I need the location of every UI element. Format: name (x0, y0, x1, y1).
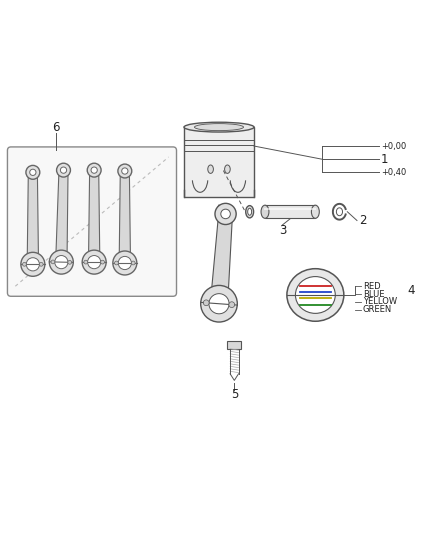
Ellipse shape (246, 206, 254, 218)
Text: 6: 6 (53, 121, 60, 134)
Circle shape (60, 167, 67, 173)
Circle shape (201, 286, 237, 322)
Ellipse shape (311, 205, 319, 219)
Circle shape (122, 168, 128, 174)
Ellipse shape (208, 165, 213, 173)
Ellipse shape (184, 122, 254, 132)
Ellipse shape (194, 124, 244, 131)
Circle shape (30, 169, 36, 175)
Text: BLUE: BLUE (363, 289, 384, 298)
Text: RED: RED (363, 282, 380, 290)
Text: YELLOW: YELLOW (363, 297, 397, 306)
Circle shape (115, 261, 118, 265)
Circle shape (57, 163, 71, 177)
Bar (184, 127, 254, 197)
Polygon shape (56, 170, 68, 262)
Text: 4: 4 (407, 284, 415, 297)
Circle shape (26, 165, 40, 179)
Ellipse shape (296, 277, 336, 313)
Polygon shape (88, 170, 100, 262)
Circle shape (87, 163, 101, 177)
Circle shape (113, 251, 137, 275)
Polygon shape (27, 172, 39, 264)
Circle shape (82, 250, 106, 274)
Text: 5: 5 (231, 388, 238, 401)
Text: GREEN: GREEN (363, 305, 392, 314)
Circle shape (229, 302, 235, 308)
Circle shape (23, 262, 26, 266)
Text: 1: 1 (381, 152, 389, 166)
Ellipse shape (261, 205, 269, 219)
Circle shape (118, 164, 132, 178)
Polygon shape (210, 213, 233, 304)
Circle shape (21, 252, 45, 276)
Circle shape (68, 261, 71, 264)
Circle shape (51, 260, 55, 264)
Circle shape (209, 294, 229, 314)
Circle shape (101, 260, 104, 264)
Circle shape (84, 260, 88, 264)
Text: +0,00: +0,00 (381, 142, 406, 150)
Circle shape (203, 300, 209, 306)
Ellipse shape (287, 269, 344, 321)
Circle shape (131, 261, 135, 265)
Circle shape (39, 262, 43, 266)
Circle shape (55, 255, 68, 269)
Polygon shape (119, 171, 131, 263)
Bar (265, 205, 315, 219)
FancyBboxPatch shape (227, 341, 241, 349)
Circle shape (88, 255, 101, 269)
FancyBboxPatch shape (7, 147, 177, 296)
Circle shape (26, 258, 39, 271)
Ellipse shape (247, 208, 251, 215)
Circle shape (215, 204, 236, 224)
Text: 2: 2 (359, 214, 367, 227)
Text: 3: 3 (279, 224, 286, 237)
Circle shape (221, 209, 230, 219)
Circle shape (91, 167, 97, 173)
Circle shape (49, 250, 73, 274)
Circle shape (118, 256, 131, 270)
Text: +0,40: +0,40 (381, 168, 406, 177)
Ellipse shape (225, 165, 230, 173)
